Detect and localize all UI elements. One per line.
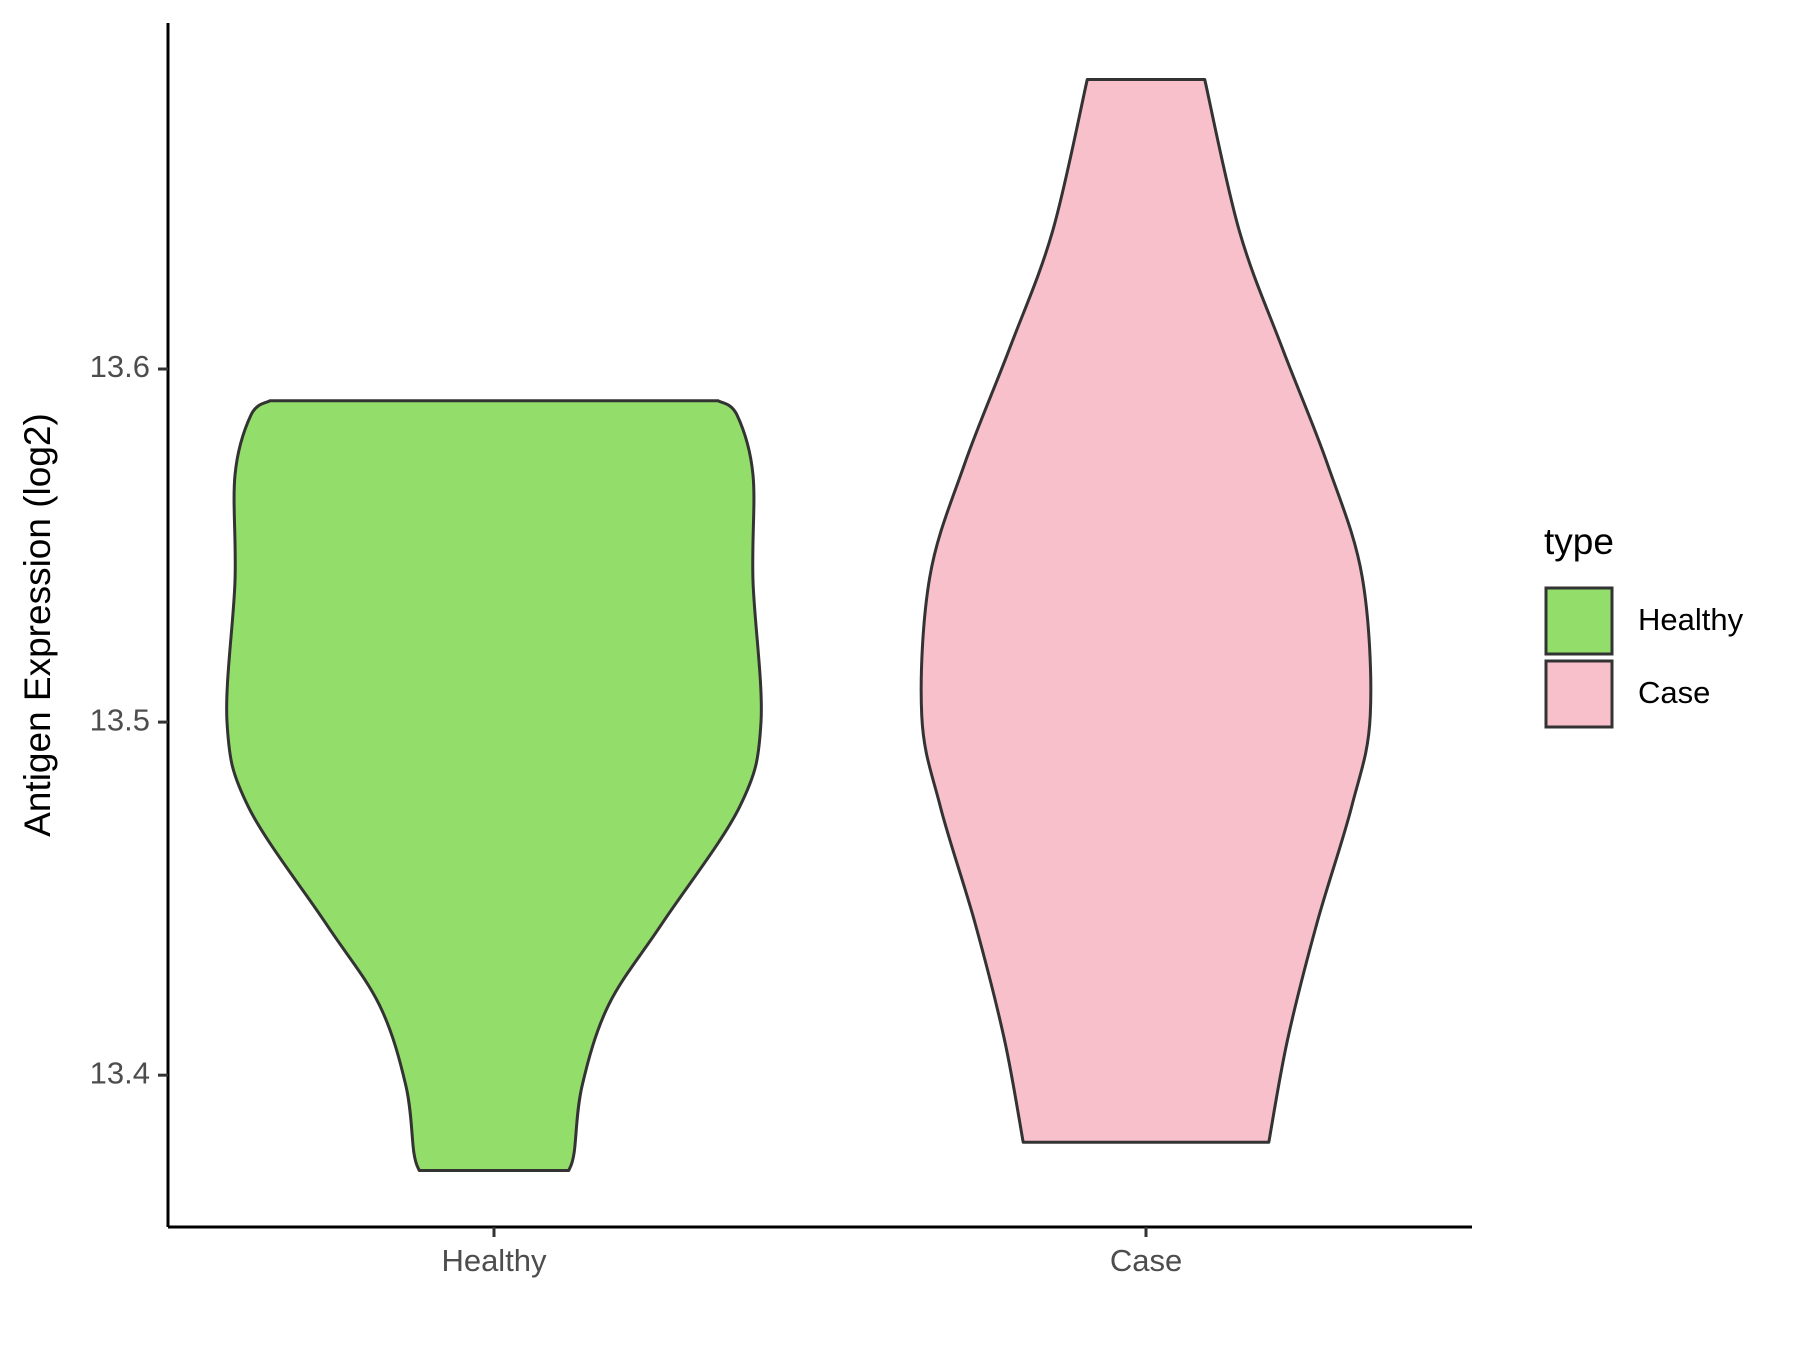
legend-title: type: [1544, 521, 1614, 562]
violin-half: [494, 400, 762, 1171]
legend-key: [1544, 586, 1614, 656]
y-axis-title: Antigen Expression (log2): [17, 413, 58, 837]
legend-label: Case: [1638, 675, 1710, 710]
y-tick-label: 13.5: [90, 702, 150, 737]
violin-outline: [225, 399, 494, 1173]
x-tick-label: Healthy: [441, 1243, 547, 1278]
violin-outline: [494, 399, 763, 1173]
violin-outline: [919, 77, 1146, 1144]
x-tick-label: Case: [1110, 1243, 1182, 1278]
violin-half: [921, 79, 1146, 1143]
violin-outline: [1146, 77, 1373, 1144]
legend-key: [1544, 659, 1614, 729]
violin-half: [1146, 79, 1371, 1143]
violin-half: [226, 400, 494, 1171]
y-tick-label: 13.4: [90, 1055, 150, 1090]
legend-label: Healthy: [1638, 602, 1744, 637]
y-tick-label: 13.6: [90, 349, 150, 384]
